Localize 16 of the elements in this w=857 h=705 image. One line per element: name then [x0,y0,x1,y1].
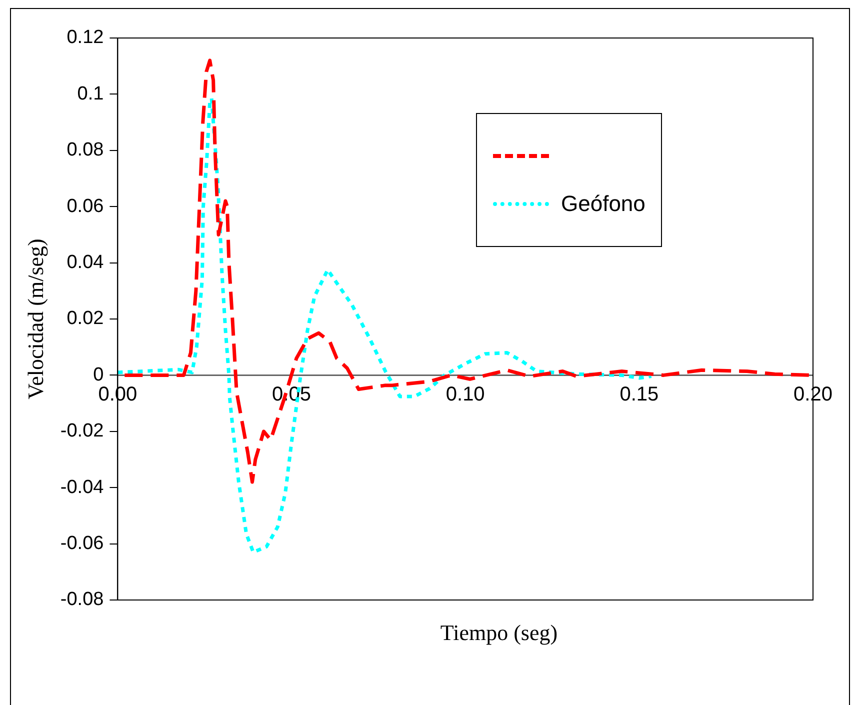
y-tick-label: -0.04 [60,476,104,498]
y-tick-label: 0.12 [66,27,104,48]
y-axis-title: Velocidad (m/seg) [22,238,48,400]
y-tick-label: 0.04 [66,252,104,274]
x-tick-label: 0.10 [446,384,485,406]
x-axis-title: Tiempo (seg) [439,620,559,646]
y-tick-label: 0.06 [66,196,104,217]
x-tick-label: 0.15 [620,384,659,406]
legend-label: Geófono [561,191,646,217]
y-tick-label: -0.08 [60,589,104,610]
y-tick-label: 0.08 [66,140,104,161]
y-tick-label: 0 [93,364,104,386]
y-tick-label: 0.02 [66,308,104,330]
y-tick-label: -0.02 [60,420,104,442]
y-tick-label: 0.1 [77,83,104,104]
y-tick-label: -0.06 [60,533,104,554]
